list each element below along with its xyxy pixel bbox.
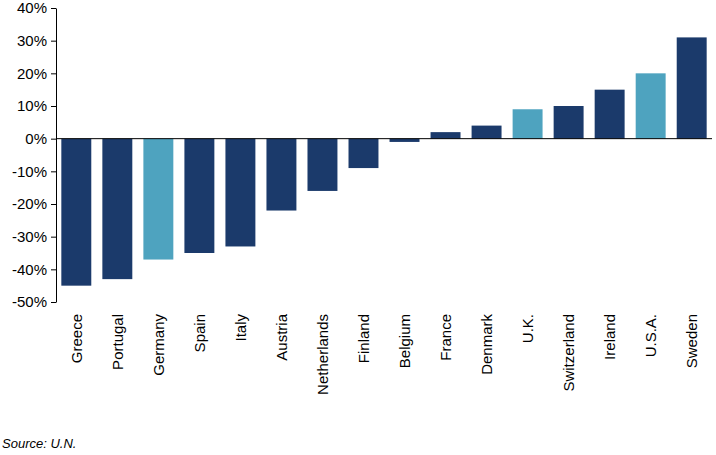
y-tick-label: 0%	[25, 130, 47, 147]
bar	[472, 126, 502, 139]
x-tick-label: U.S.A.	[642, 314, 659, 357]
x-tick: Finland	[355, 314, 372, 363]
y-tick: -40%	[12, 261, 56, 278]
y-tick-mark	[51, 171, 56, 172]
x-tick: Sweden	[683, 314, 700, 368]
x-tick: Spain	[191, 314, 208, 352]
bar	[349, 139, 379, 168]
bar	[184, 139, 214, 253]
plot: -50% -40% -30% -20% -10% 0% 10% 20% 30% 40% Greece…	[12, 0, 712, 395]
y-tick: 20%	[17, 65, 56, 82]
bar	[636, 73, 666, 138]
bar	[513, 109, 543, 138]
y-tick: -20%	[12, 195, 56, 212]
x-tick-label: France	[437, 314, 454, 361]
x-axis: Greece Portugal Germany Spain Italy Austria Ne…	[68, 313, 700, 395]
x-tick-label: Austria	[273, 313, 290, 360]
bar	[431, 132, 461, 139]
y-tick: -10%	[12, 163, 56, 180]
x-tick: U.S.A.	[642, 314, 659, 357]
x-tick: Netherlands	[314, 314, 331, 395]
bar	[143, 139, 173, 260]
y-tick: 0%	[25, 130, 56, 147]
x-tick: Austria	[273, 313, 290, 360]
y-tick-mark	[51, 106, 56, 107]
y-tick: -30%	[12, 228, 56, 245]
x-tick-label: Netherlands	[314, 314, 331, 395]
bar	[102, 139, 132, 279]
bar	[266, 139, 296, 211]
bar	[225, 139, 255, 247]
y-tick: -50%	[12, 293, 56, 310]
y-tick: 10%	[17, 97, 56, 114]
bar	[595, 90, 625, 139]
x-tick-label: U.K.	[519, 314, 536, 343]
y-tick-label: 30%	[17, 32, 47, 49]
y-tick-mark	[51, 73, 56, 74]
y-tick-mark	[51, 237, 56, 238]
zero-line	[56, 138, 712, 139]
x-tick: France	[437, 314, 454, 361]
y-axis-line	[56, 9, 57, 303]
y-tick-mark	[51, 8, 56, 9]
x-tick-label: Sweden	[683, 314, 700, 368]
bar	[554, 106, 584, 139]
x-tick: Germany	[150, 314, 167, 376]
x-tick-label: Belgium	[396, 314, 413, 368]
y-tick-mark	[51, 204, 56, 205]
y-tick-label: -40%	[12, 261, 47, 278]
x-tick-label: Greece	[68, 314, 85, 363]
x-tick: Greece	[68, 314, 85, 363]
x-tick: Portugal	[109, 314, 126, 370]
chart: -50% -40% -30% -20% -10% 0% 10% 20% 30% 40% Greece…	[0, 0, 716, 455]
y-tick-label: -50%	[12, 293, 47, 310]
x-tick: Switzerland	[560, 314, 577, 392]
bar	[677, 37, 707, 138]
x-tick-label: Switzerland	[560, 314, 577, 392]
y-tick-mark	[51, 269, 56, 270]
bar	[61, 139, 91, 286]
x-tick: Italy	[232, 314, 249, 342]
x-tick: U.K.	[519, 314, 536, 343]
y-tick-label: 40%	[17, 0, 47, 16]
x-tick-label: Denmark	[478, 314, 495, 375]
source: Source: U.N.	[2, 436, 76, 451]
y-tick-label: -20%	[12, 195, 47, 212]
y-axis: -50% -40% -30% -20% -10% 0% 10% 20% 30% 40%	[12, 0, 57, 310]
y-tick-mark	[51, 302, 56, 303]
x-tick-label: Germany	[150, 314, 167, 376]
x-tick: Ireland	[601, 314, 618, 360]
y-tick-label: -30%	[12, 228, 47, 245]
x-tick-label: Spain	[191, 314, 208, 352]
y-tick-label: -10%	[12, 163, 47, 180]
x-tick-label: Ireland	[601, 314, 618, 360]
x-tick: Belgium	[396, 314, 413, 368]
bars	[61, 37, 706, 285]
y-tick-mark	[51, 41, 56, 42]
y-tick: 30%	[17, 32, 56, 49]
y-tick: 40%	[17, 0, 56, 16]
y-tick-label: 10%	[17, 97, 47, 114]
x-tick: Denmark	[478, 314, 495, 375]
bar	[307, 139, 337, 191]
x-tick-label: Portugal	[109, 314, 126, 370]
x-tick-label: Finland	[355, 314, 372, 363]
y-tick-label: 20%	[17, 65, 47, 82]
y-tick-mark	[51, 139, 56, 140]
x-tick-label: Italy	[232, 314, 249, 342]
